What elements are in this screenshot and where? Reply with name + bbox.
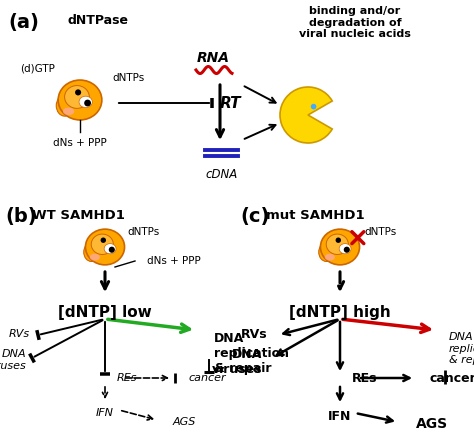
Ellipse shape [320, 229, 360, 265]
Text: [dNTP] high: [dNTP] high [289, 305, 391, 320]
Text: (c): (c) [240, 207, 269, 226]
Text: cDNA: cDNA [206, 168, 238, 181]
Ellipse shape [326, 234, 348, 254]
Circle shape [84, 100, 91, 106]
Text: RNA: RNA [197, 51, 229, 65]
Circle shape [336, 237, 341, 243]
Text: REs: REs [117, 373, 137, 383]
Text: RT: RT [220, 96, 241, 110]
Text: (a): (a) [8, 13, 39, 32]
Text: dNs + PPP: dNs + PPP [147, 256, 201, 266]
Ellipse shape [90, 254, 100, 260]
Circle shape [311, 104, 317, 109]
Text: AGS: AGS [173, 417, 196, 427]
Text: (d)GTP: (d)GTP [20, 63, 55, 73]
Ellipse shape [319, 243, 334, 261]
Ellipse shape [56, 95, 73, 116]
Text: RVs: RVs [241, 327, 268, 341]
Ellipse shape [79, 96, 92, 108]
Text: dNTPs: dNTPs [112, 73, 144, 83]
Text: dNs + PPP: dNs + PPP [53, 138, 107, 148]
Wedge shape [280, 87, 332, 143]
Ellipse shape [63, 108, 74, 115]
Text: binding and/or
degradation of
viral nucleic acids: binding and/or degradation of viral nucl… [299, 6, 411, 39]
Ellipse shape [91, 234, 113, 254]
Text: REs: REs [352, 372, 377, 385]
Ellipse shape [325, 254, 335, 260]
Text: cancer: cancer [188, 373, 226, 383]
Text: IFN: IFN [96, 408, 114, 418]
Text: dNTPs: dNTPs [127, 227, 159, 237]
Text: (b): (b) [5, 207, 36, 226]
Text: DNA
viruses: DNA viruses [0, 349, 26, 371]
Text: mut SAMHD1: mut SAMHD1 [266, 209, 365, 222]
Text: AGS: AGS [416, 417, 448, 431]
Text: dNTPs: dNTPs [364, 227, 396, 237]
Ellipse shape [58, 80, 102, 120]
Text: dNTPase: dNTPase [68, 14, 129, 27]
Text: DNA
replication
& repair: DNA replication & repair [449, 332, 474, 365]
Text: WT SAMHD1: WT SAMHD1 [32, 209, 125, 222]
Circle shape [344, 247, 350, 253]
Circle shape [100, 237, 106, 243]
Ellipse shape [84, 243, 99, 261]
Ellipse shape [64, 85, 89, 109]
Text: DNA
viruses: DNA viruses [211, 348, 262, 376]
Text: cancer: cancer [430, 372, 474, 385]
Text: IFN: IFN [328, 410, 352, 423]
Text: RVs: RVs [9, 329, 30, 339]
Ellipse shape [339, 244, 351, 254]
Text: DNA
replication
& repair: DNA replication & repair [214, 332, 289, 375]
Ellipse shape [85, 229, 125, 265]
Ellipse shape [104, 244, 116, 254]
Circle shape [109, 247, 115, 253]
Text: [dNTP] low: [dNTP] low [58, 305, 152, 320]
Circle shape [75, 89, 81, 95]
